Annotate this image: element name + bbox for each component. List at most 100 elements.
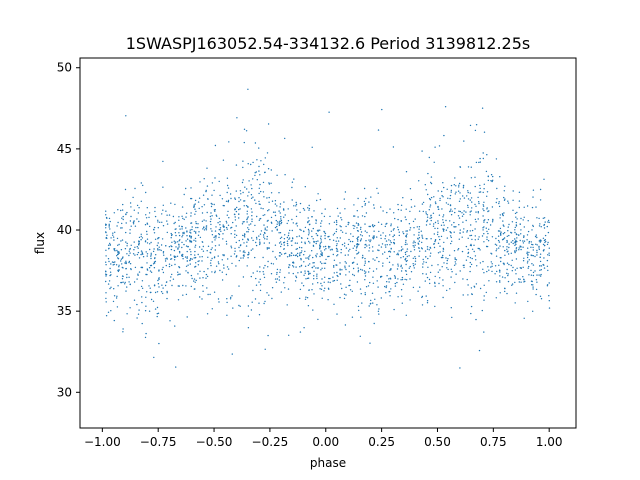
data-point: [179, 273, 181, 275]
data-point: [132, 253, 135, 255]
data-point: [443, 134, 445, 137]
data-point: [408, 267, 410, 269]
data-point: [252, 272, 254, 274]
data-point: [474, 218, 477, 221]
data-point: [291, 240, 293, 242]
data-point: [187, 272, 189, 274]
data-point: [365, 271, 367, 273]
data-point: [280, 219, 283, 222]
data-point: [186, 257, 188, 259]
data-point: [389, 251, 392, 253]
data-point: [154, 308, 157, 310]
data-point: [307, 228, 310, 231]
data-point: [117, 209, 119, 211]
data-point: [246, 241, 248, 243]
data-point: [459, 229, 461, 231]
data-point: [360, 316, 362, 318]
data-point: [389, 277, 391, 279]
data-point: [146, 233, 148, 235]
data-point: [340, 248, 342, 251]
data-point: [259, 233, 262, 235]
data-point: [150, 255, 152, 257]
data-point: [298, 246, 301, 249]
data-point: [144, 310, 147, 312]
data-point: [425, 213, 427, 215]
data-point: [199, 181, 201, 183]
data-point: [449, 235, 452, 237]
data-point: [276, 268, 279, 271]
data-point: [211, 247, 213, 249]
data-point: [457, 215, 460, 217]
data-point: [189, 235, 191, 237]
data-point: [258, 170, 260, 172]
data-point: [477, 196, 479, 199]
x-tick-label: 1.00: [536, 435, 563, 449]
data-point: [325, 258, 327, 261]
data-point: [191, 258, 193, 260]
data-point: [475, 259, 477, 261]
data-point: [451, 224, 453, 226]
data-point: [514, 242, 516, 244]
data-point: [539, 265, 541, 267]
data-point: [267, 247, 270, 249]
data-point: [449, 254, 451, 256]
data-point: [397, 203, 399, 206]
data-point: [405, 273, 408, 276]
data-point: [190, 240, 193, 242]
data-point: [274, 226, 277, 229]
data-point: [181, 206, 184, 208]
data-point: [274, 244, 277, 246]
data-point: [263, 267, 265, 269]
data-point: [454, 257, 456, 259]
data-point: [459, 367, 461, 369]
data-point: [482, 268, 484, 270]
data-point: [502, 238, 505, 240]
data-point: [255, 241, 257, 244]
data-point: [475, 221, 477, 223]
data-point: [522, 240, 524, 242]
data-point: [130, 268, 132, 270]
data-point: [144, 224, 147, 226]
data-point: [107, 244, 110, 246]
data-point: [246, 210, 248, 212]
data-point: [528, 251, 530, 254]
data-point: [323, 249, 326, 251]
data-point: [293, 205, 295, 207]
data-point: [479, 191, 482, 193]
data-point: [469, 211, 471, 213]
data-point: [295, 201, 297, 204]
data-point: [243, 205, 245, 207]
data-point: [295, 205, 297, 207]
data-point: [299, 297, 301, 300]
data-point: [300, 271, 302, 273]
data-point: [542, 217, 544, 219]
data-point: [187, 264, 189, 266]
data-point: [185, 265, 188, 267]
data-point: [211, 271, 213, 273]
data-point: [317, 282, 319, 284]
data-point: [498, 201, 500, 203]
data-point: [112, 264, 114, 266]
data-point: [455, 273, 457, 275]
data-point: [230, 247, 233, 249]
data-point: [443, 224, 445, 226]
data-point: [182, 234, 184, 236]
data-point: [125, 290, 127, 292]
data-point: [503, 232, 506, 234]
data-point: [258, 147, 260, 149]
data-point: [157, 238, 159, 240]
data-point: [311, 216, 313, 218]
data-point: [458, 184, 460, 186]
data-point: [547, 219, 550, 222]
data-point: [499, 275, 501, 277]
data-point: [519, 278, 521, 280]
data-point: [442, 230, 445, 232]
data-point: [364, 257, 366, 260]
data-point: [543, 217, 546, 219]
data-point: [140, 285, 143, 288]
data-point: [506, 251, 508, 253]
data-point: [226, 266, 229, 268]
data-point: [458, 186, 460, 188]
data-point: [540, 269, 542, 271]
data-point: [462, 195, 464, 197]
